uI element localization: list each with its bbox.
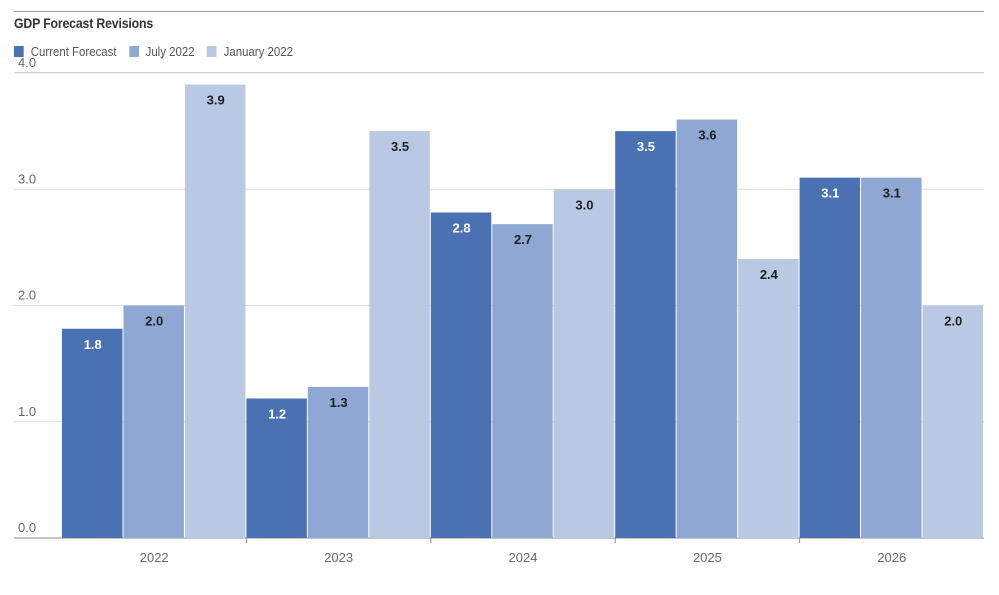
bar [799, 177, 861, 538]
bar [62, 328, 123, 538]
bar [676, 119, 738, 538]
bar [369, 131, 430, 538]
bar-value-label: 3.6 [698, 128, 716, 143]
legend-label: Current Forecast [30, 44, 117, 59]
bar-value-label: 1.8 [84, 337, 102, 352]
bar-value-label: 3.5 [637, 139, 655, 154]
top-rule [14, 11, 984, 12]
legend-swatch [14, 46, 24, 57]
bar-value-label: 3.1 [883, 186, 901, 201]
bar-value-label: 1.2 [268, 407, 286, 422]
bar [184, 84, 246, 538]
bar [492, 224, 553, 538]
bar-value-label: 1.3 [330, 395, 348, 410]
legend-item: July 2022 [128, 44, 195, 59]
y-tick-label: 4.0 [18, 55, 36, 70]
bar [430, 212, 492, 538]
bar [922, 305, 983, 538]
y-tick-label: 3.0 [18, 171, 36, 186]
bar-value-label: 2.8 [452, 221, 470, 236]
legend-item: January 2022 [206, 44, 293, 59]
legend-label: July 2022 [145, 44, 195, 59]
y-tick-label: 2.0 [18, 288, 36, 303]
bar-value-label: 2.0 [145, 314, 163, 329]
legend-swatch [206, 46, 217, 57]
legend-swatch [128, 46, 139, 57]
bar [615, 131, 676, 538]
bar [738, 259, 799, 538]
bar-value-label: 3.1 [821, 186, 839, 201]
x-tick-label: 2024 [509, 550, 538, 565]
bar-value-label: 2.0 [944, 314, 962, 329]
legend-item: Current Forecast [14, 44, 117, 59]
legend: Current Forecast July 2022 January 2022 [14, 44, 305, 59]
legend-label: January 2022 [223, 44, 293, 59]
bar-value-label: 3.0 [575, 197, 593, 212]
bar [861, 177, 922, 538]
x-tick-label: 2022 [140, 550, 169, 565]
bar-value-label: 3.5 [391, 139, 409, 154]
x-tick-label: 2026 [877, 550, 906, 565]
bar-value-label: 2.4 [760, 267, 779, 282]
bar [246, 398, 307, 538]
y-tick-label: 1.0 [18, 404, 36, 419]
bar [307, 386, 369, 538]
x-tick-label: 2023 [324, 550, 353, 565]
y-tick-label: 0.0 [18, 520, 36, 535]
bar-value-label: 3.9 [207, 93, 225, 108]
chart-title: GDP Forecast Revisions [14, 15, 154, 31]
bar [123, 305, 184, 538]
x-tick-label: 2025 [693, 550, 722, 565]
bar [553, 189, 615, 538]
bar-value-label: 2.7 [514, 232, 532, 247]
